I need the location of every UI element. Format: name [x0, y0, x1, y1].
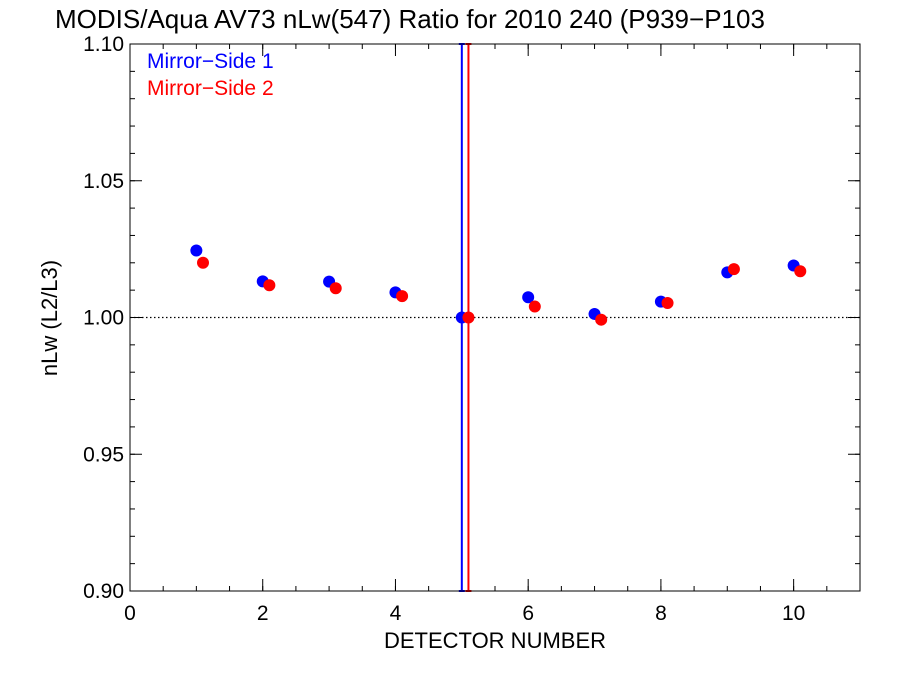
data-point-series-2 — [794, 265, 807, 278]
x-tick-label: 4 — [390, 602, 402, 625]
data-point-series-2 — [727, 263, 740, 276]
chart-title: MODIS/Aqua AV73 nLw(547) Ratio for 2010 … — [55, 4, 765, 34]
x-tick-label: 10 — [782, 602, 805, 625]
legend-entry-mirror-side-1: Mirror−Side 1 — [147, 50, 274, 73]
x-tick-label: 2 — [257, 602, 269, 625]
data-point-series-2 — [329, 282, 342, 295]
x-tick-label: 6 — [522, 602, 534, 625]
data-point-series-2 — [528, 300, 541, 313]
y-tick-label: 0.95 — [83, 443, 124, 466]
data-point-series-2 — [595, 313, 608, 326]
data-point-series-1 — [522, 291, 535, 304]
y-tick-label: 0.90 — [83, 580, 124, 603]
data-point-series-2 — [197, 256, 209, 269]
x-tick-label: 0 — [124, 602, 136, 625]
y-axis-ticks: 0.90 0.95 1.00 1.05 1.10 — [83, 33, 860, 603]
y-tick-label: 1.05 — [83, 170, 124, 193]
minor-ticks — [129, 43, 861, 592]
data-point-series-2 — [263, 279, 276, 292]
x-tick-label: 8 — [655, 602, 667, 625]
data-point-series-1 — [190, 244, 203, 257]
y-axis-label: nLw (L2/L3) — [37, 259, 62, 377]
x-axis-label: DETECTOR NUMBER — [383, 628, 607, 653]
data-point-series-2 — [396, 290, 409, 303]
y-tick-label: 1.00 — [83, 307, 124, 330]
data-point-series-2 — [462, 311, 475, 324]
data-point-series-2 — [661, 297, 674, 310]
legend-entry-mirror-side-2: Mirror−Side 2 — [147, 77, 274, 100]
x-axis-ticks: 0 2 4 6 8 10 — [124, 44, 805, 625]
data-points — [190, 244, 807, 326]
y-tick-label: 1.10 — [83, 33, 124, 56]
